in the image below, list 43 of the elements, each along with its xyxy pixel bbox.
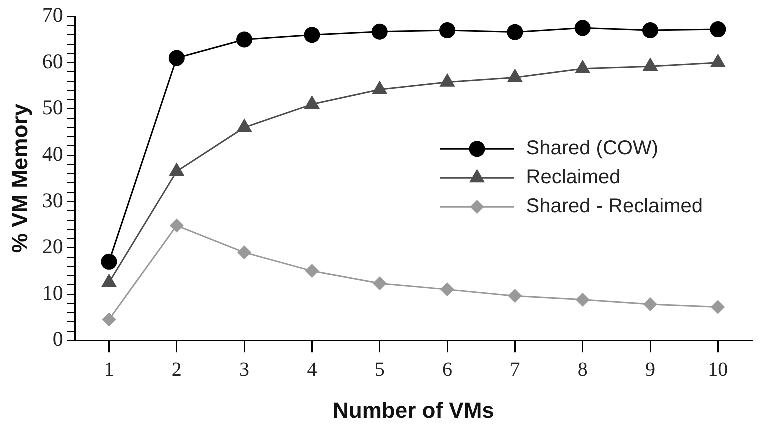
x-tick-label: 10 <box>708 358 728 381</box>
point <box>642 22 659 38</box>
legend-label: Shared - Reclaimed <box>526 196 703 218</box>
x-tick-label: 4 <box>307 358 318 381</box>
point <box>101 254 118 270</box>
y-tick-label: 60 <box>42 49 64 74</box>
point <box>236 32 253 48</box>
x-tick-label: 7 <box>510 358 520 381</box>
point <box>440 282 455 297</box>
point <box>102 312 116 327</box>
y-tick-label: 20 <box>42 234 64 259</box>
point <box>710 22 726 38</box>
x-tick-label: 2 <box>172 358 182 381</box>
point <box>304 27 320 44</box>
point <box>372 24 388 40</box>
point <box>440 22 456 38</box>
x-tick-label: 5 <box>374 358 385 381</box>
y-axis-title: % VM Memory <box>7 103 32 254</box>
point <box>711 300 726 314</box>
y-tick-label: 40 <box>42 142 64 166</box>
y-tick-label: 30 <box>42 188 64 212</box>
y-tick-label: 0 <box>52 327 64 352</box>
y-tick-label: 70 <box>42 3 64 28</box>
point <box>576 292 590 307</box>
point <box>508 289 522 304</box>
legend-label: Reclaimed <box>526 166 621 189</box>
point <box>507 24 524 40</box>
x-tick-label: 8 <box>578 358 588 381</box>
point <box>574 20 591 36</box>
y-tick-label: 50 <box>42 96 64 120</box>
x-tick-label: 3 <box>240 358 250 381</box>
point <box>170 218 184 233</box>
x-tick-label: 1 <box>104 358 114 381</box>
x-axis-title: Number of VMs <box>333 398 494 423</box>
point <box>372 276 387 291</box>
y-tick-label: 10 <box>42 280 64 305</box>
legend-label: Shared (COW) <box>526 138 658 160</box>
x-tick-label: 6 <box>442 358 453 381</box>
point <box>238 246 252 260</box>
point <box>644 297 658 312</box>
point <box>168 50 185 66</box>
point <box>305 264 320 278</box>
x-tick-label: 9 <box>646 358 656 381</box>
